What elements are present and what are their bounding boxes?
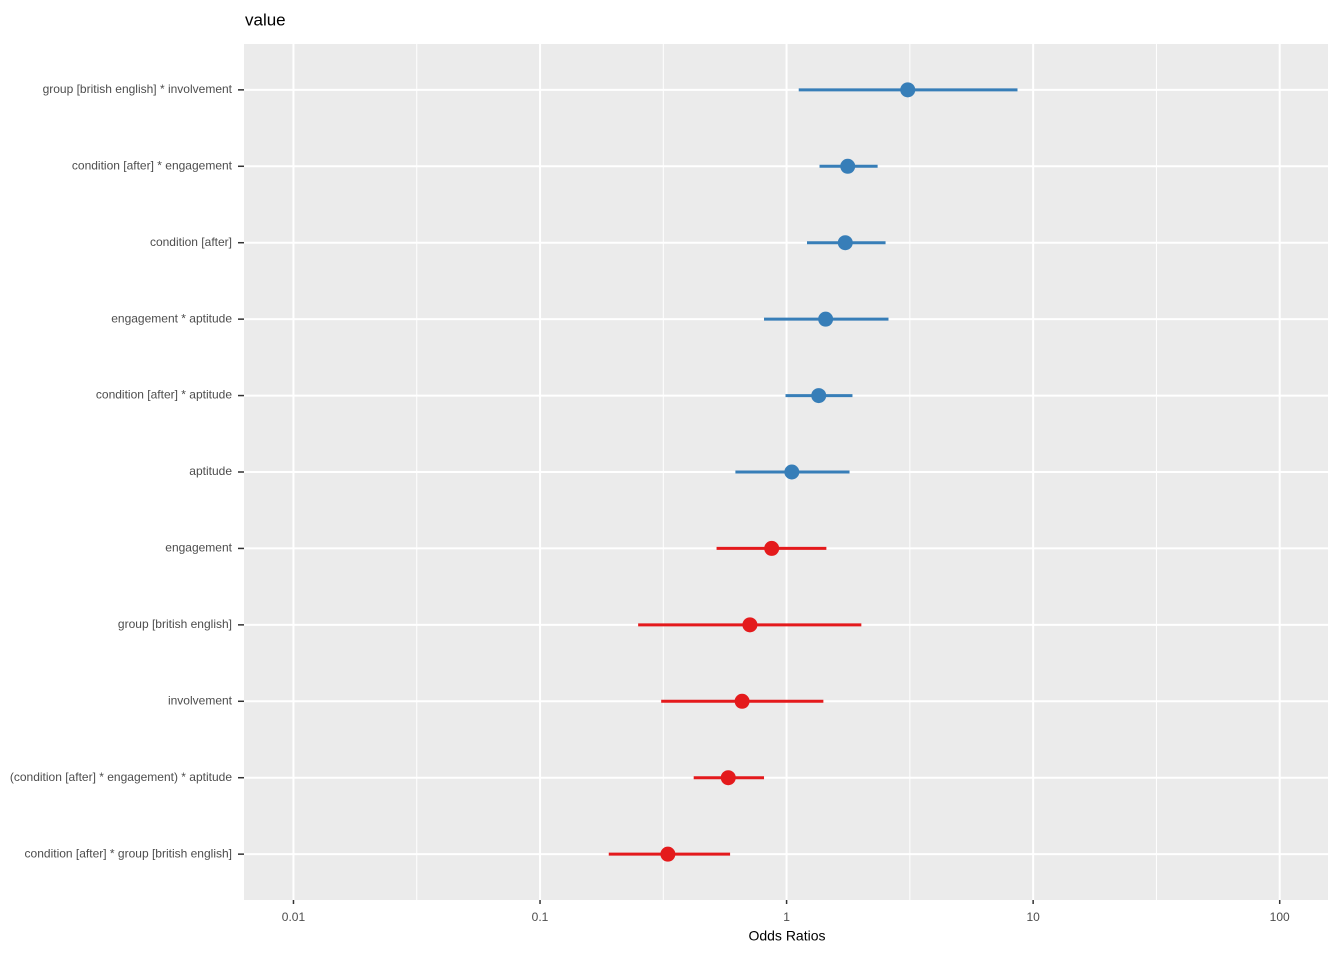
y-tick-label: aptitude: [189, 464, 232, 478]
chart-title: value: [245, 10, 286, 29]
y-tick-label: group [british english] * involvement: [43, 82, 233, 96]
y-tick-label: engagement: [165, 541, 232, 555]
y-tick-label: involvement: [168, 693, 233, 707]
x-tick-label: 0.01: [282, 910, 306, 924]
estimate-point: [900, 82, 916, 98]
estimate-point: [840, 158, 856, 174]
grid: 0.01 0.1 1 10 100 group [british english] * i…: [10, 44, 1328, 924]
y-tick-label: (condition [after] * engagement) * aptit…: [10, 770, 232, 784]
y-tick-label: condition [after] * group [british engli…: [25, 846, 232, 860]
y-tick-label: group [british english]: [118, 617, 232, 631]
y-tick-label: engagement * aptitude: [111, 311, 232, 325]
x-tick-label: 10: [1026, 910, 1040, 924]
estimate-point: [764, 540, 780, 556]
estimate-point: [784, 464, 800, 480]
estimate-point: [837, 235, 853, 251]
x-tick-label: 1: [783, 910, 790, 924]
y-tick-label: condition [after] * aptitude: [96, 388, 232, 402]
y-tick-label: condition [after]: [150, 235, 232, 249]
x-axis-label: Odds Ratios: [748, 928, 825, 944]
estimate-point: [742, 617, 758, 633]
estimate-point: [720, 770, 736, 786]
estimate-point: [818, 311, 834, 327]
y-tick-label: condition [after] * engagement: [72, 158, 233, 172]
estimate-point: [660, 846, 676, 862]
estimate-point: [734, 693, 750, 709]
x-tick-label: 100: [1270, 910, 1290, 924]
x-tick-label: 0.1: [532, 910, 549, 924]
marks: [608, 82, 1018, 862]
estimate-point: [811, 388, 827, 404]
